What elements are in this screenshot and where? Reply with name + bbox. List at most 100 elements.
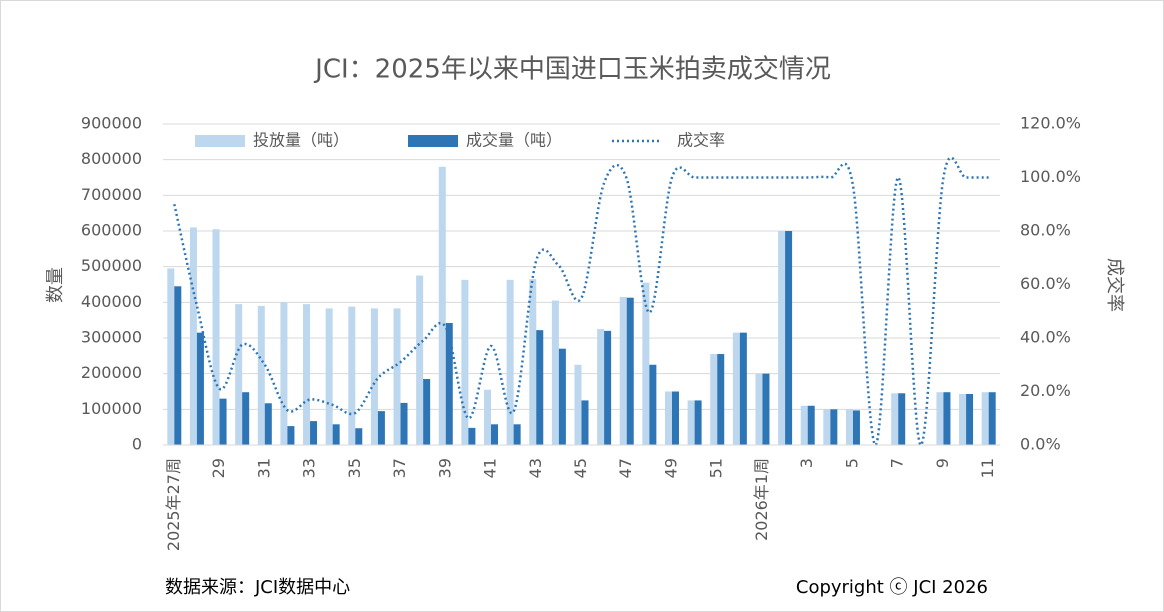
- bar: [264, 403, 272, 445]
- y2-tick-label: 100.0%: [1020, 167, 1081, 186]
- bar: [936, 392, 944, 445]
- bar: [710, 354, 718, 445]
- chart-title: JCI：2025年以来中国进口玉米拍卖成交情况: [313, 55, 831, 85]
- x-tick-label: 33: [300, 458, 319, 478]
- y-tick-label: 500000: [81, 256, 142, 275]
- x-tick-label: 5: [842, 458, 861, 468]
- bar: [762, 373, 770, 445]
- bar: [891, 393, 899, 445]
- bar: [739, 332, 747, 445]
- bar: [377, 411, 385, 445]
- bar: [671, 391, 679, 445]
- legend-label: 成交量（吨）: [466, 131, 562, 150]
- bar: [597, 329, 605, 445]
- y2-axis-label: 成交率: [1104, 258, 1125, 312]
- x-tick-label: 7: [888, 458, 907, 468]
- bar: [830, 409, 838, 445]
- bar: [845, 409, 853, 445]
- bar: [416, 275, 424, 445]
- bar: [604, 330, 612, 445]
- x-tick-label: 41: [481, 458, 500, 478]
- x-tick-label: 31: [254, 458, 273, 478]
- bar: [257, 305, 265, 445]
- bar: [852, 410, 860, 445]
- bar: [626, 297, 634, 445]
- legend-label: 成交率: [677, 131, 725, 150]
- y-tick-label: 900000: [81, 114, 142, 133]
- bar: [694, 400, 702, 445]
- bar: [800, 405, 808, 445]
- x-tick-label: 35: [345, 458, 364, 478]
- legend-swatch: [408, 135, 458, 147]
- y2-tick-label: 20.0%: [1020, 381, 1071, 400]
- bar: [348, 306, 356, 445]
- bar: [484, 389, 492, 445]
- bar: [461, 279, 469, 445]
- bar: [558, 348, 566, 445]
- bar: [959, 393, 967, 445]
- x-tick-label: 29: [209, 458, 228, 478]
- x-tick-label: 47: [616, 458, 635, 478]
- bar: [898, 393, 906, 445]
- bar: [303, 304, 311, 445]
- bar: [468, 427, 476, 445]
- bar: [445, 323, 453, 445]
- legend-swatch: [195, 135, 245, 147]
- bar: [167, 268, 175, 445]
- x-tick-label: 39: [435, 458, 454, 478]
- bar: [943, 392, 951, 445]
- y-tick-label: 100000: [81, 399, 142, 418]
- bar: [400, 402, 408, 445]
- bar: [513, 424, 521, 445]
- y-tick-label: 300000: [81, 328, 142, 347]
- bar: [551, 300, 559, 445]
- bar: [438, 166, 446, 446]
- bar: [393, 308, 401, 445]
- y2-tick-label: 80.0%: [1020, 221, 1071, 240]
- bar: [988, 392, 996, 445]
- rate-line: [173, 156, 989, 447]
- bar: [491, 424, 499, 445]
- bar: [687, 400, 695, 445]
- bar: [807, 405, 815, 445]
- bar: [642, 282, 650, 445]
- y2-tick-label: 120.0%: [1020, 114, 1081, 133]
- bar: [355, 428, 363, 445]
- y-tick-label: 700000: [81, 185, 142, 204]
- bar: [212, 229, 220, 445]
- x-tick-label: 45: [571, 458, 590, 478]
- bar: [664, 391, 672, 445]
- bar: [189, 227, 197, 445]
- bar: [174, 286, 182, 445]
- y-tick-label: 400000: [81, 292, 142, 311]
- bar: [423, 379, 431, 445]
- y2-tick-label: 60.0%: [1020, 274, 1071, 293]
- bar: [778, 231, 786, 445]
- y-tick-label: 0: [132, 435, 142, 454]
- bar: [332, 424, 340, 445]
- source-note: 数据来源：JCI数据中心: [165, 577, 350, 598]
- y-axis-label: 数量: [45, 267, 66, 303]
- y-tick-label: 600000: [81, 221, 142, 240]
- y2-tick-label: 40.0%: [1020, 328, 1071, 347]
- bar: [529, 279, 537, 445]
- y-tick-label: 800000: [81, 149, 142, 168]
- bar: [280, 302, 288, 445]
- x-tick-label: 11: [978, 458, 997, 478]
- bar: [219, 398, 227, 445]
- bar: [981, 392, 989, 445]
- x-tick-label: 43: [526, 458, 545, 478]
- bar: [619, 296, 627, 445]
- x-tick-label: 9: [933, 458, 952, 468]
- bar: [581, 400, 589, 445]
- bar: [242, 392, 250, 445]
- bar: [966, 393, 974, 445]
- bar: [287, 426, 295, 445]
- legend-label: 投放量（吨）: [253, 131, 349, 150]
- bar: [506, 279, 514, 445]
- bar: [370, 308, 378, 445]
- bar: [235, 304, 243, 445]
- bar: [755, 373, 763, 445]
- copyright: Copyright ⓒ JCI 2026: [796, 577, 988, 598]
